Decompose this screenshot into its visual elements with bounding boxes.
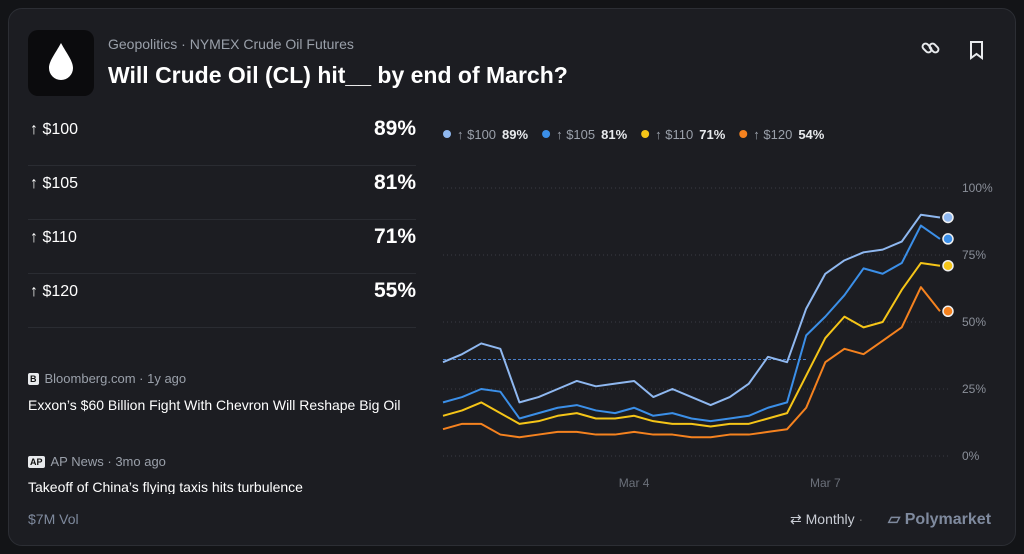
category[interactable]: Geopolitics	[108, 36, 178, 52]
legend-value: 54%	[798, 127, 824, 142]
legend-item: ↑ $120 54%	[739, 127, 825, 142]
legend-item: ↑ $100 89%	[443, 127, 529, 142]
legend-value: 71%	[699, 127, 725, 142]
outcome-chance: 71%	[373, 225, 416, 248]
interval: Monthly	[805, 511, 855, 527]
source-name: AP News	[50, 454, 104, 469]
x-tick-label: Mar 4	[619, 476, 650, 490]
legend-name: ↑ $110	[655, 127, 693, 142]
y-tick-label: 25%	[962, 382, 986, 396]
outcome-label: ↑ $120	[30, 283, 79, 300]
series-line	[442, 286, 941, 439]
market-title: Will Crude Oil (CL) hit__ by end of Marc…	[108, 62, 568, 88]
news-headline[interactable]: Takeoff of China’s flying taxis hits tur…	[28, 479, 303, 494]
outcome-row[interactable]: ↑ $120 55%	[28, 273, 416, 328]
series-line	[442, 262, 941, 428]
legend-value: 81%	[601, 127, 627, 142]
end-dot	[942, 233, 954, 245]
separator: ·	[181, 36, 186, 52]
legend-value: 89%	[502, 127, 528, 142]
interval-toggle[interactable]: ⇄ Monthly ·	[790, 511, 864, 527]
news-age: 1y ago	[147, 371, 187, 386]
y-tick-label: 100%	[962, 181, 993, 195]
legend-dot	[739, 130, 748, 138]
news-source: AP AP News · 3mo ago	[28, 454, 166, 469]
legend-name: ↑ $100	[457, 127, 496, 142]
legend-name: ↑ $120	[753, 127, 792, 142]
outcome-chance: 89%	[373, 117, 416, 140]
end-dot	[942, 211, 954, 224]
actions	[921, 41, 983, 60]
breadcrumb: Geopolitics · NYMEX Crude Oil Futures	[108, 36, 354, 52]
end-dot	[942, 305, 954, 318]
brand[interactable]: ▱ Polymarket	[888, 511, 992, 528]
legend-dot	[443, 130, 451, 138]
subcategory[interactable]: NYMEX Crude Oil Futures	[189, 36, 354, 52]
legend-name: ↑ $105	[556, 127, 595, 142]
outcome-row[interactable]: ↑ $110 71%	[28, 219, 416, 274]
outcome-label: ↑ $105	[30, 175, 79, 192]
news-headline[interactable]: Exxon’s $60 Billion Fight With Chevron W…	[28, 397, 401, 413]
y-tick-label: 50%	[962, 315, 986, 329]
x-tick-label: Mar 7	[810, 476, 841, 490]
legend-item: ↑ $105 81%	[542, 127, 628, 142]
news-age: 3mo ago	[115, 454, 166, 469]
outcome-chance: 55%	[373, 279, 416, 302]
news-source: B Bloomberg.com · 1y ago	[28, 371, 187, 386]
legend-dot	[641, 130, 650, 138]
chart: 0% 25% 50% 75% 100% Mar 4 Mar 7 ↑ $100 89% ↑ $105…	[442, 127, 993, 490]
outcome-row[interactable]: ↑ $100 89%	[28, 111, 416, 166]
outcome-row[interactable]: ↑ $105 81%	[28, 165, 416, 220]
bookmark-button[interactable]	[970, 41, 983, 60]
outcome-chance: 81%	[373, 171, 416, 194]
source-badge: AP	[28, 456, 45, 468]
y-tick-label: 75%	[962, 248, 986, 262]
source-badge: B	[28, 373, 39, 385]
end-dot	[942, 259, 954, 272]
volume: $7M Vol	[28, 511, 79, 527]
series-line	[442, 213, 941, 407]
outcome-label: ↑ $110	[30, 229, 77, 246]
market-icon	[28, 30, 94, 96]
source-name: Bloomberg.com	[44, 371, 136, 386]
brand-name: Polymarket	[904, 511, 992, 528]
legend-item: ↑ $110 71%	[641, 127, 726, 142]
outcome-label: ↑ $100	[30, 121, 79, 138]
link-button[interactable]	[921, 42, 940, 54]
legend-dot	[542, 130, 551, 138]
series-line	[442, 224, 941, 423]
y-tick-label: 0%	[962, 449, 980, 463]
